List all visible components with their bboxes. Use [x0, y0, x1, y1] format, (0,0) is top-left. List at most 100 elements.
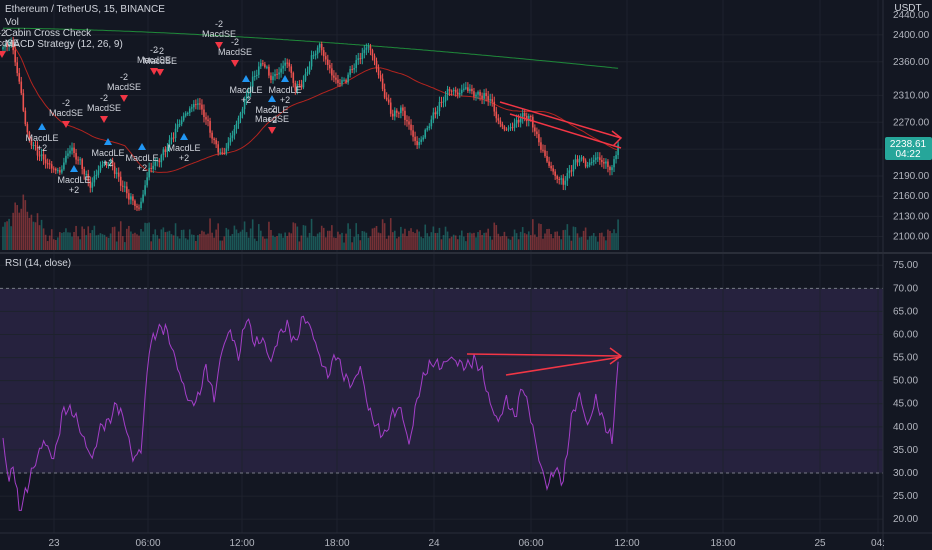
volume-bar — [14, 202, 16, 250]
indicator-macd-strategy[interactable]: MACD Strategy (12, 26, 9) — [5, 39, 123, 50]
candle — [16, 56, 19, 77]
volume-bar — [272, 235, 274, 250]
volume-bar — [65, 228, 67, 250]
candle — [302, 75, 305, 90]
candle — [499, 117, 502, 128]
candle — [63, 157, 65, 171]
candle — [290, 64, 293, 78]
rsi-arrowhead-icon — [609, 347, 623, 365]
candle — [507, 125, 510, 132]
candle — [341, 76, 343, 87]
volume-bar — [499, 236, 502, 250]
volume-bar — [81, 226, 83, 250]
candle — [42, 148, 45, 165]
volume-bar — [50, 229, 53, 250]
volume-bar — [345, 233, 347, 250]
volume-bar — [442, 235, 445, 250]
candle — [404, 106, 406, 126]
candle — [566, 168, 569, 186]
volume-bar — [550, 234, 552, 250]
candle — [408, 116, 410, 130]
volume-bar — [38, 225, 41, 250]
volume-bar — [257, 224, 260, 250]
time-axis[interactable]: 23 06:00 12:00 18:00 24 06:00 12:00 18:00 25 04: — [48, 538, 885, 549]
indicator-cabin-cross-check[interactable]: Cabin Cross Check — [5, 28, 92, 39]
volume-bar — [377, 232, 380, 250]
volume-bar — [542, 238, 544, 250]
candle — [389, 97, 392, 117]
volume-bar — [554, 231, 556, 250]
candle — [170, 132, 173, 145]
volume-bar — [264, 238, 266, 250]
volume-bar — [603, 236, 605, 250]
candle — [536, 127, 538, 139]
volume-bar — [432, 226, 435, 250]
volume-bar — [260, 230, 262, 250]
volume-bar — [138, 235, 140, 250]
volume-bar — [36, 213, 39, 250]
candle — [387, 94, 390, 105]
candle — [592, 154, 595, 166]
signal-qty: -2 — [100, 93, 108, 103]
volume-bar — [572, 226, 575, 250]
rsi-trend-drawings[interactable] — [466, 347, 623, 376]
volume-bar — [103, 234, 106, 250]
candle — [554, 169, 556, 180]
volume-bar — [290, 233, 293, 250]
volume-bar — [613, 229, 615, 250]
volume-bar — [481, 235, 483, 250]
signal-long: MacdLE+2 — [125, 143, 159, 173]
candle — [333, 70, 335, 83]
candle — [91, 177, 94, 193]
volume-bar — [322, 227, 325, 250]
symbol-title[interactable]: Ethereum / TetherUS, 15, BINANCE — [5, 4, 165, 15]
volume-bar — [497, 233, 500, 250]
candle — [243, 96, 246, 115]
volume-bar — [115, 241, 118, 250]
quote-currency[interactable]: USDT — [894, 3, 922, 14]
volume-bar — [6, 221, 8, 250]
volume-bar — [262, 236, 264, 250]
candle — [128, 189, 130, 205]
candle — [359, 52, 362, 65]
candle — [130, 193, 132, 205]
volume-bar — [46, 241, 49, 250]
candlesticks — [2, 36, 619, 212]
volume-bar — [586, 239, 589, 250]
candle — [174, 123, 177, 142]
volume-bars — [2, 194, 619, 250]
volume-bar — [26, 211, 29, 250]
volume-bar — [458, 235, 461, 250]
rsi-indicator-title[interactable]: RSI (14, close) — [5, 258, 72, 269]
candle — [278, 67, 280, 80]
candle — [99, 161, 102, 173]
indicator-vol[interactable]: Vol — [5, 17, 19, 28]
candle — [337, 75, 339, 87]
volume-bar — [24, 200, 27, 250]
candle — [519, 113, 522, 128]
candle — [119, 171, 122, 192]
trend-drawings[interactable] — [499, 101, 623, 149]
price-axis-label: 2400.00 — [893, 30, 930, 41]
candle — [582, 155, 585, 163]
candle — [479, 89, 481, 101]
candle — [552, 165, 554, 175]
candle — [48, 159, 51, 170]
volume-bar — [306, 237, 309, 250]
volume-bar — [128, 225, 130, 250]
volume-bar — [339, 234, 341, 250]
signal-qty: +2 — [267, 115, 277, 125]
volume-bar — [525, 234, 528, 250]
candle — [22, 89, 25, 113]
candle — [146, 172, 148, 188]
candle — [452, 87, 455, 96]
candle — [182, 112, 185, 122]
volume-bar — [420, 236, 422, 250]
rsi-axis-label: 60.00 — [893, 329, 918, 340]
rsi-axis[interactable]: 75.00 70.00 65.00 60.00 55.00 50.00 45.00 40.00… — [893, 260, 918, 525]
volume-bar — [44, 234, 47, 250]
